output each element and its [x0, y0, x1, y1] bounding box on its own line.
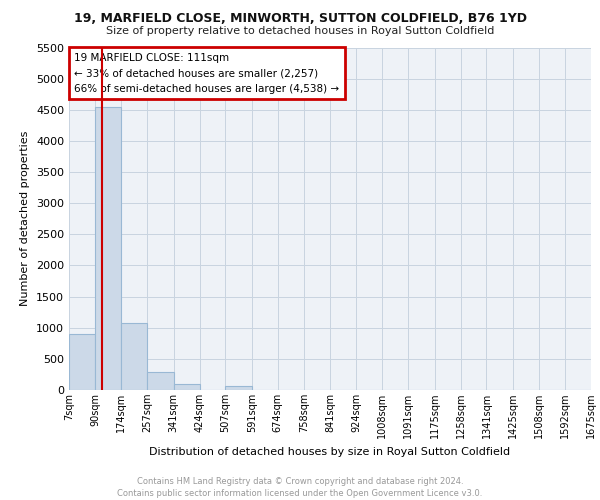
Y-axis label: Number of detached properties: Number of detached properties: [20, 131, 31, 306]
Text: 19 MARFIELD CLOSE: 111sqm
← 33% of detached houses are smaller (2,257)
66% of se: 19 MARFIELD CLOSE: 111sqm ← 33% of detac…: [74, 52, 340, 94]
Text: 19, MARFIELD CLOSE, MINWORTH, SUTTON COLDFIELD, B76 1YD: 19, MARFIELD CLOSE, MINWORTH, SUTTON COL…: [74, 12, 527, 26]
Bar: [95, 106, 121, 390]
Text: Size of property relative to detached houses in Royal Sutton Coldfield: Size of property relative to detached ho…: [106, 26, 494, 36]
Bar: [147, 372, 173, 390]
Bar: [121, 323, 147, 390]
Text: Contains HM Land Registry data © Crown copyright and database right 2024.
Contai: Contains HM Land Registry data © Crown c…: [118, 476, 482, 498]
Bar: [226, 386, 252, 390]
Bar: [69, 334, 95, 390]
Bar: [173, 384, 200, 390]
X-axis label: Distribution of detached houses by size in Royal Sutton Coldfield: Distribution of detached houses by size …: [149, 446, 511, 456]
